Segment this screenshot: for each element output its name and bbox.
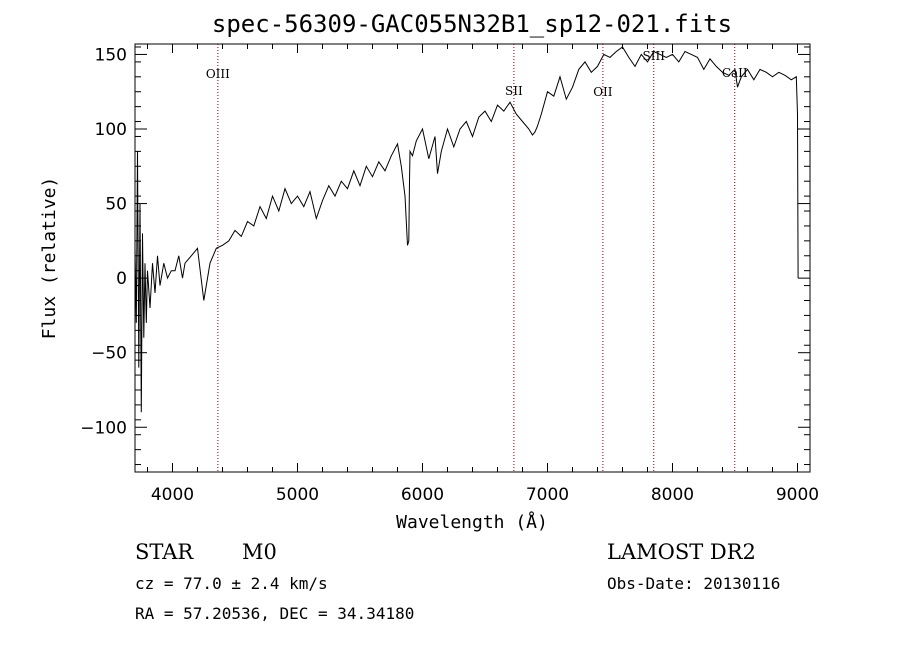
- x-tick-label: 6000: [401, 485, 444, 505]
- chart-title: spec-56309-GAC055N32B1_sp12-021.fits: [212, 10, 732, 38]
- y-tick-label: 0: [116, 269, 127, 289]
- y-tick-label: 50: [105, 195, 127, 215]
- line-marker-label: OIII: [206, 67, 230, 81]
- spectrum-line: [134, 46, 799, 413]
- plot-frame: [134, 43, 811, 473]
- x-tick-label: 4000: [151, 485, 194, 505]
- x-tick-label: 7000: [526, 485, 569, 505]
- line-marker-label: SIII: [643, 49, 666, 63]
- y-tick-label: 150: [95, 45, 127, 65]
- coordinates: RA = 57.20536, DEC = 34.34180: [135, 604, 415, 623]
- observation-date: Obs-Date: 20130116: [607, 574, 781, 593]
- object-class: STAR: [135, 540, 194, 564]
- line-marker-label: SII: [505, 84, 523, 98]
- line-marker-label: OII: [593, 85, 613, 99]
- x-tick-label: 5000: [276, 485, 319, 505]
- object-subclass: M0: [242, 540, 277, 564]
- redshift-cz: cz = 77.0 ± 2.4 km/s: [135, 574, 328, 593]
- y-tick-label: −100: [80, 418, 127, 438]
- x-tick-label: 9000: [776, 485, 819, 505]
- y-axis-label: Flux (relative): [39, 177, 60, 340]
- x-tick-label: 8000: [651, 485, 694, 505]
- axis-ticks: 4000 5000 6000 7000 8000 9000 −100 −50 0 50 100 150: [80, 44, 819, 505]
- survey-name: LAMOST DR2: [607, 540, 756, 564]
- y-tick-label: 100: [95, 120, 127, 140]
- y-tick-label: −50: [91, 344, 127, 364]
- x-axis-label: Wavelength (Å): [396, 511, 548, 533]
